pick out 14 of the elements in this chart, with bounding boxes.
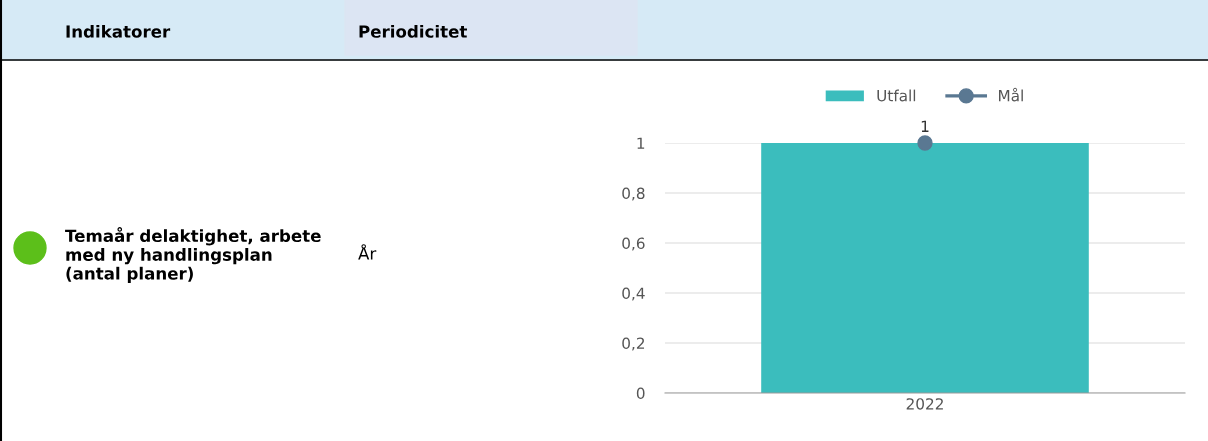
y-tick-label: 1 bbox=[637, 137, 645, 149]
legend-label: Mål bbox=[999, 87, 1023, 102]
y-tick-label: 0 bbox=[636, 387, 645, 400]
data-label: 1 bbox=[921, 120, 929, 132]
y-tick-label: 0,2 bbox=[622, 337, 645, 351]
text: År bbox=[358, 244, 377, 260]
text: Indikatorer bbox=[66, 24, 171, 38]
y-tick-label: 0,8 bbox=[622, 187, 645, 201]
text: Periodicitet bbox=[359, 24, 467, 38]
y-tick-label: 0,4 bbox=[622, 287, 645, 301]
x-tick-label: 2022 bbox=[906, 398, 943, 410]
legend-label: Utfall bbox=[877, 89, 916, 102]
y-tick-label: 0,6 bbox=[622, 237, 645, 251]
text: Temaår delaktighet, arbete med ny handlingsplan (antal planer) bbox=[65, 227, 321, 283]
